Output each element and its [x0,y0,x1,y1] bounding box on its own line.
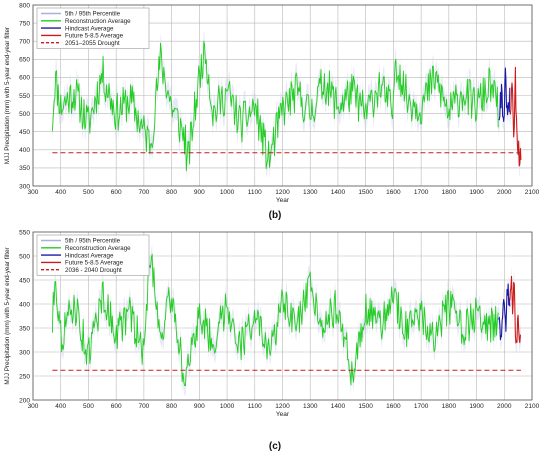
x-tick-label: 1900 [469,189,484,196]
y-tick-label: 300 [19,349,30,356]
legend-label: 2036 - 2040 Drought [65,267,122,274]
y-tick-label: 350 [19,325,30,332]
x-tick-label: 1500 [358,189,373,196]
x-tick-label: 2100 [525,189,540,196]
y-tick-label: 250 [19,373,30,380]
x-tick-label: 300 [28,189,39,196]
x-tick-label: 600 [111,189,122,196]
x-tick-label: 1400 [331,189,346,196]
legend-label: Reconstruction Average [65,245,131,252]
x-tick-label: 900 [194,189,205,196]
x-tick-label: 1600 [386,403,401,410]
chart-panel-1: 300 400 500 600 700 800 900 1000 1100 1200 1300 140… [4,2,540,221]
legend-label: 5th / 95th Percentile [65,238,121,245]
x-tick-label: 2000 [497,403,512,410]
x-tick-label: 1700 [414,189,429,196]
x-tick-label: 2100 [525,403,540,410]
x-tick-label: 1800 [442,403,457,410]
y-tick-label: 450 [19,277,30,284]
legend-label: Hindcast Average [65,252,114,259]
plot-frame [32,4,533,187]
future-average-line [509,66,522,167]
x-tick-label: 1100 [248,189,262,196]
y-tick-label: 500 [19,253,30,260]
x-tick-label: 1900 [469,403,484,410]
reconstruction-average-line [51,253,499,387]
x-tick-label: 1200 [275,189,290,196]
x-tick-label: 900 [194,403,205,410]
x-tick-label: 1100 [248,403,262,410]
x-tick-label: 400 [55,403,66,410]
x-tick-label: 500 [83,403,94,410]
y-tick-label: 700 [19,39,30,46]
x-tick-label: 600 [111,403,122,410]
x-tick-label: 400 [55,189,66,196]
legend-label: 2051–2055 Drought [65,40,120,47]
x-tick-label: 1000 [220,403,235,410]
x-tick-label: 1200 [275,403,290,410]
legend-label: Reconstruction Average [65,18,131,25]
y-tick-label: 200 [19,397,30,404]
panel-label: (c) [269,441,281,452]
y-tick-label: 400 [19,147,30,154]
x-tick-label: 1700 [414,403,429,410]
legend-label: Future 5-8.5 Average [65,260,124,267]
hindcast-average-line [498,67,511,122]
x-tick-label: 1300 [303,403,318,410]
y-tick-label: 600 [19,75,30,82]
x-tick-label: 1600 [386,189,401,196]
y-axis-label: MJJ Precipitation (mm) with 5-year end-y… [4,247,11,384]
reconstruction-average-line [51,40,499,172]
legend-label: Future 5-8.5 Average [65,33,124,40]
x-tick-label: 1500 [358,403,373,410]
x-axis-label: Year [276,411,290,418]
chart-panel-2: 300 400 500 600 700 800 900 1000 1100 1200 1300 140… [4,229,540,452]
x-axis-label: Year [276,197,290,204]
x-tick-label: 500 [83,189,94,196]
y-tick-label: 750 [19,20,30,27]
x-tick-label: 1300 [303,189,318,196]
x-tick-label: 1000 [220,189,235,196]
x-tick-label: 1800 [442,189,457,196]
y-tick-label: 350 [19,165,30,172]
x-tick-label: 300 [28,403,39,410]
y-tick-label: 650 [19,57,30,64]
y-axis-label: MJJ Precipitation (mm) with 5-year end-y… [4,27,11,164]
future-average-line [509,275,522,344]
y-tick-label: 800 [19,2,30,9]
y-tick-label: 550 [19,229,30,236]
y-tick-label: 400 [19,301,30,308]
y-tick-label: 550 [19,93,30,100]
x-tick-label: 800 [166,403,177,410]
panel-label: (b) [269,210,282,221]
y-tick-label: 450 [19,129,30,136]
y-tick-label: 300 [19,183,30,190]
x-tick-label: 1400 [331,403,346,410]
plot-frame [32,231,533,401]
y-tick-label: 500 [19,111,30,118]
x-tick-label: 2000 [497,189,512,196]
hindcast-average-line [498,283,511,341]
x-tick-label: 800 [166,189,177,196]
x-tick-label: 700 [138,403,149,410]
legend-label: 5th / 95th Percentile [65,11,121,18]
legend-label: Hindcast Average [65,25,114,32]
x-tick-label: 700 [138,189,149,196]
